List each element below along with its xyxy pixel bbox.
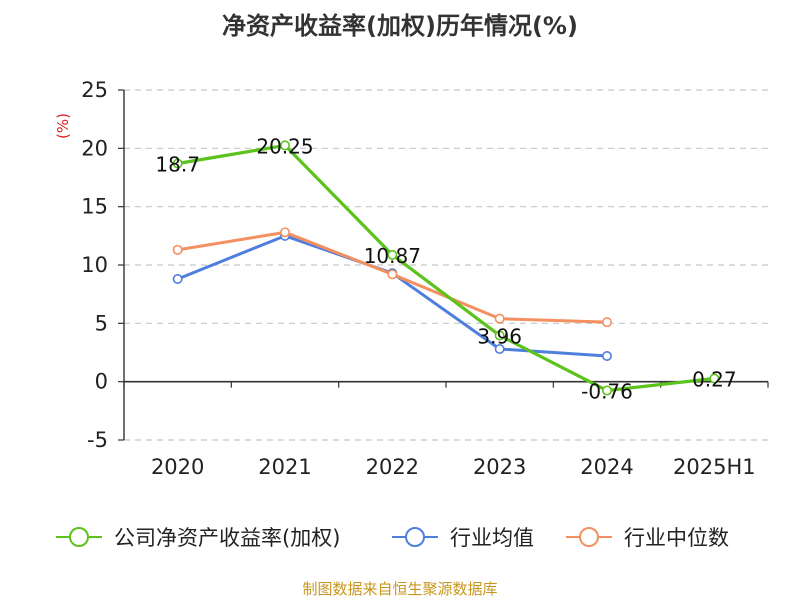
data-label: 3.96 <box>477 324 522 348</box>
data-point <box>172 273 183 284</box>
x-tick-label: 2023 <box>473 455 526 479</box>
x-tick-label: 2021 <box>258 455 311 479</box>
data-point <box>387 269 398 280</box>
grid-layer <box>124 89 768 441</box>
legend-label: 公司净资产收益率(加权) <box>114 526 340 550</box>
legend-marker <box>405 527 425 547</box>
data-point <box>279 227 290 238</box>
y-tick-label: 10 <box>81 253 108 277</box>
data-label: 0.27 <box>692 368 737 392</box>
data-point <box>387 249 398 260</box>
data-label: 20.25 <box>256 134 313 158</box>
data-point <box>601 350 612 361</box>
series-line-0 <box>177 143 715 393</box>
x-tick-label: 2024 <box>580 455 633 479</box>
data-point <box>601 317 612 328</box>
data-point <box>172 244 183 255</box>
data-point <box>494 343 505 354</box>
source-note: 制图数据来自恒生聚源数据库 <box>302 580 498 598</box>
y-tick-label: 25 <box>81 78 108 102</box>
y-tick-label: 20 <box>81 136 108 160</box>
y-axis-unit-label: (%) <box>54 113 72 139</box>
data-point <box>279 140 290 151</box>
data-label: -0.76 <box>581 380 633 404</box>
label-layer: 18.7 20.25 10.87 3.96 -0.76 0.27 <box>155 134 736 403</box>
data-point <box>172 158 183 169</box>
legend: 公司净资产收益率(加权) 行业均值 行业中位数 <box>56 526 729 550</box>
data-label: 18.7 <box>155 153 200 177</box>
data-label: 10.87 <box>364 244 421 268</box>
legend-marker <box>579 527 599 547</box>
legend-label: 行业中位数 <box>624 526 729 550</box>
legend-item-0: 公司净资产收益率(加权) <box>56 526 340 550</box>
data-point <box>494 313 505 324</box>
x-tick-label: 2022 <box>366 455 419 479</box>
y-tick-label: -5 <box>87 428 108 452</box>
y-tick-label: 15 <box>81 195 108 219</box>
legend-item-2: 行业中位数 <box>566 526 729 550</box>
x-tick-label: 2025H1 <box>673 455 756 479</box>
data-point <box>709 373 720 384</box>
x-tick-label: 2020 <box>151 455 204 479</box>
legend-label: 行业均值 <box>450 526 534 550</box>
axis-layer: 25 20 15 10 5 0 -5 2020 2021 2022 2023 2024 2025H1 (%… <box>54 78 769 479</box>
y-tick-label: 5 <box>95 311 108 335</box>
y-tick-label: 0 <box>95 370 108 394</box>
chart-title: 净资产收益率(加权)历年情况(%) <box>222 12 578 40</box>
legend-marker <box>69 527 89 547</box>
series-layer <box>172 140 720 396</box>
data-point <box>601 385 612 396</box>
legend-item-1: 行业均值 <box>392 526 534 550</box>
data-point <box>494 330 505 341</box>
